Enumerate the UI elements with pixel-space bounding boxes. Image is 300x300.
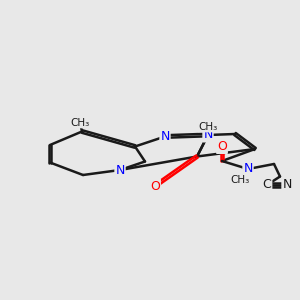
Text: N: N <box>282 178 292 191</box>
Text: C: C <box>262 178 272 191</box>
Text: CH₃: CH₃ <box>198 122 218 131</box>
Text: N: N <box>243 163 253 176</box>
Text: N: N <box>115 164 125 176</box>
Text: O: O <box>150 179 160 193</box>
Text: N: N <box>160 130 170 143</box>
Text: N: N <box>203 128 213 142</box>
Text: CH₃: CH₃ <box>230 175 250 185</box>
Text: CH₃: CH₃ <box>70 118 90 128</box>
Text: O: O <box>217 140 227 153</box>
